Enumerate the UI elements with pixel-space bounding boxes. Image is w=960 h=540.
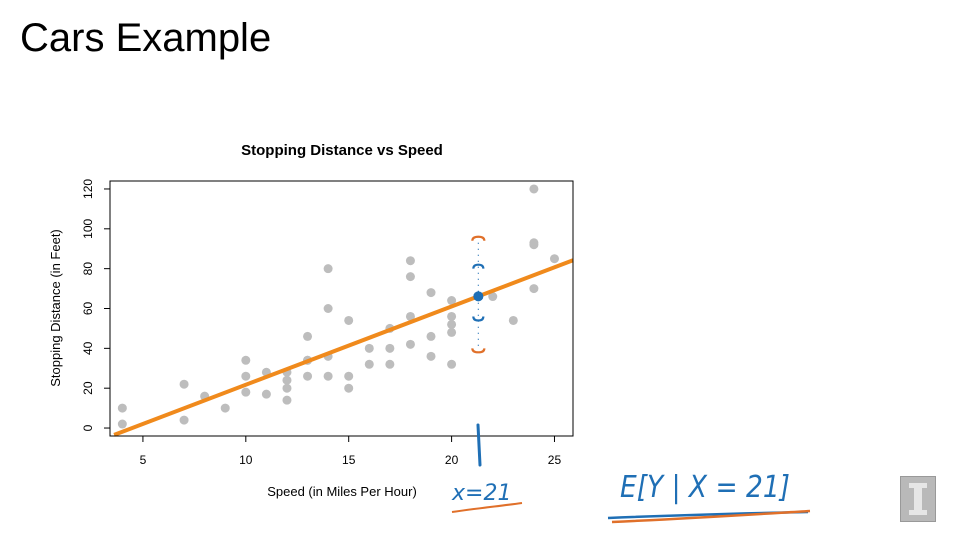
data-point	[282, 375, 292, 385]
interval-layer	[471, 235, 486, 354]
data-point	[303, 371, 313, 381]
data-point	[364, 359, 374, 369]
data-point	[323, 371, 333, 381]
data-point	[405, 311, 415, 321]
interval-inner-bottom-bracket	[472, 316, 485, 322]
expectation-annotation: E[Y | X = 21]	[620, 470, 790, 505]
data-point	[241, 371, 251, 381]
x-tick-label: 25	[548, 453, 562, 467]
data-point	[323, 304, 333, 313]
data-point	[261, 389, 271, 399]
slide-title: Cars Example	[20, 16, 272, 60]
data-point	[117, 419, 127, 429]
data-point	[426, 288, 436, 298]
x-tick-label: 15	[342, 453, 356, 467]
expectation-underline-orange	[611, 509, 811, 524]
data-point	[241, 387, 251, 397]
data-point	[405, 256, 415, 266]
regression-line	[113, 258, 574, 437]
x-tick-label: 5	[140, 453, 147, 467]
x-axis: 5 10 15 20 25	[140, 436, 562, 467]
data-point	[385, 359, 395, 369]
data-point	[447, 296, 457, 306]
data-point	[447, 311, 457, 321]
x-condition-underline	[451, 502, 523, 513]
data-point	[447, 359, 457, 369]
y-axis: 0 20 40 60 80 100 120	[81, 179, 110, 431]
data-point	[426, 351, 436, 361]
data-point	[220, 403, 230, 413]
data-point	[529, 284, 539, 294]
highlight-point	[473, 291, 484, 302]
y-tick-label: 0	[81, 424, 95, 431]
data-point	[323, 264, 333, 274]
data-point	[344, 315, 354, 325]
data-point	[364, 343, 374, 353]
x-axis-label: Speed (in Miles Per Hour)	[267, 484, 417, 499]
interval-outer-bottom-bracket	[471, 348, 486, 354]
y-tick-label: 40	[81, 341, 95, 355]
data-point	[426, 331, 436, 341]
data-point	[179, 379, 189, 389]
data-point	[529, 238, 539, 248]
data-point	[529, 184, 539, 194]
data-point	[447, 319, 457, 329]
x-condition-annotation: x=21	[451, 481, 511, 506]
data-point	[241, 355, 251, 365]
regression-layer	[113, 258, 574, 437]
data-point	[549, 254, 559, 264]
data-point	[282, 383, 292, 393]
data-point	[344, 383, 354, 393]
data-point	[117, 403, 127, 413]
x-tick-label: 20	[445, 453, 459, 467]
data-point	[447, 327, 457, 337]
data-point	[385, 343, 395, 353]
y-axis-label: Stopping Distance (in Feet)	[48, 229, 63, 387]
y-tick-label: 120	[81, 179, 95, 199]
x-condition-tick	[476, 423, 482, 467]
data-point	[508, 315, 518, 325]
y-tick-label: 60	[81, 302, 95, 316]
x-tick-label: 10	[239, 453, 253, 467]
data-point	[488, 292, 498, 302]
data-point	[405, 272, 415, 282]
y-tick-label: 100	[81, 218, 95, 238]
y-tick-label: 80	[81, 262, 95, 276]
interval-outer-top-bracket	[471, 235, 486, 241]
interval-inner-top-bracket	[472, 263, 485, 269]
points-layer	[117, 184, 559, 429]
data-point	[179, 415, 189, 425]
plot-frame	[109, 180, 574, 437]
data-point	[303, 331, 313, 341]
data-point	[344, 371, 354, 381]
chart-title: Stopping Distance vs Speed	[241, 142, 443, 159]
data-point	[405, 339, 415, 349]
university-logo	[900, 476, 936, 522]
y-tick-label: 20	[81, 381, 95, 395]
data-point	[282, 395, 292, 405]
